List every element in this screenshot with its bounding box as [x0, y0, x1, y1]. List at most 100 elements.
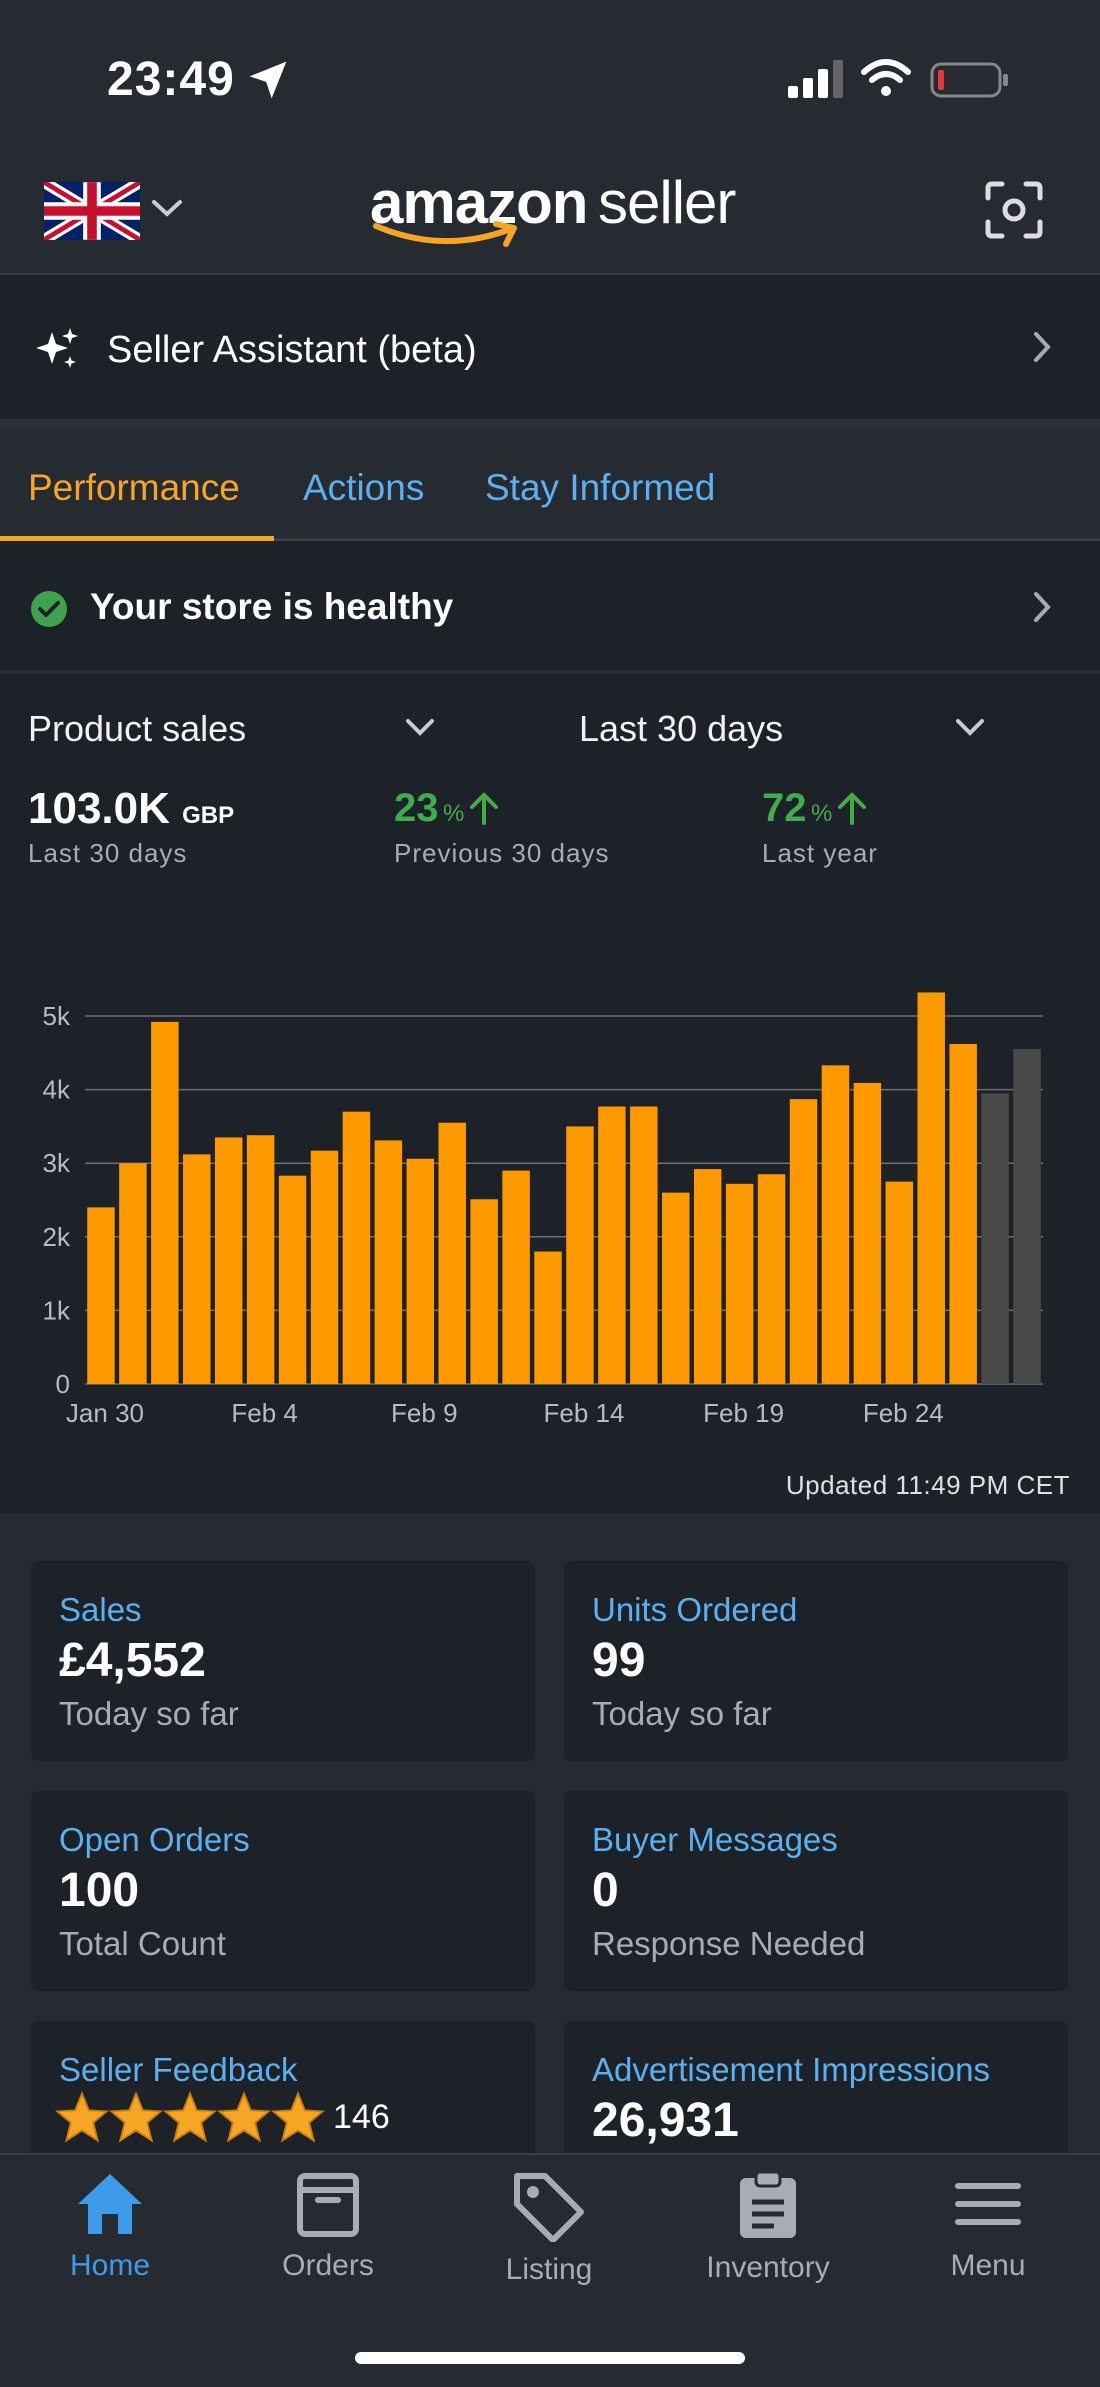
bar-feb-8[interactable]	[374, 1140, 403, 1384]
metric-selector[interactable]: Product sales	[28, 708, 247, 749]
last-year-change: 72 %	[762, 786, 867, 831]
bar-feb-9[interactable]	[406, 1158, 435, 1384]
bar-feb-18[interactable]	[693, 1169, 722, 1384]
logo-seller: seller	[598, 169, 736, 236]
card-subtitle: Today so far	[592, 1695, 772, 1732]
orders-box-icon	[297, 2173, 359, 2237]
bar-feb-26[interactable]	[949, 1043, 977, 1384]
y-tick-label: 3k	[43, 1148, 71, 1178]
sales-bar-chart: 0 1k 2k 3k 4k 5k Jan 30 Feb 4 Feb 9 Feb 14 Feb 19 F…	[43, 992, 1043, 1428]
chevron-right-icon[interactable]	[1030, 330, 1054, 369]
buyer-messages-card[interactable]: Buyer Messages 0 Response Needed	[564, 1791, 1068, 1991]
bar-feb-1[interactable]	[151, 1021, 179, 1384]
star-icon	[109, 2091, 163, 2143]
units-ordered-card[interactable]: Units Ordered 99 Today so far	[564, 1561, 1068, 1761]
card-title: Sales	[59, 1591, 142, 1628]
card-title: Advertisement Impressions	[592, 2051, 990, 2088]
amazon-smile-icon	[372, 220, 522, 259]
y-tick-label: 1k	[43, 1295, 71, 1325]
nav-home[interactable]: Home	[20, 2170, 200, 2283]
period-selector[interactable]: Last 30 days	[579, 708, 784, 749]
bar-feb-11[interactable]	[470, 1199, 498, 1384]
bar-feb-21[interactable]	[789, 1099, 818, 1384]
card-title: Units Ordered	[592, 1591, 798, 1628]
bar-feb-7[interactable]	[342, 1111, 371, 1384]
total-sales-value: 103.0K GBP	[28, 784, 234, 834]
updated-timestamp: Updated 11:49 PM CET	[785, 1470, 1070, 1500]
prev-pct-value: 23	[394, 786, 439, 830]
bar-feb-15[interactable]	[598, 1106, 626, 1384]
chevron-down-icon[interactable]	[150, 196, 184, 225]
check-circle-icon	[30, 590, 68, 633]
bar-feb-27[interactable]	[981, 1093, 1009, 1384]
star-icon	[55, 2091, 109, 2143]
bar-feb-12[interactable]	[502, 1170, 530, 1384]
clipboard-icon	[740, 2170, 796, 2238]
tab-actions[interactable]: Actions	[303, 467, 425, 508]
sales-card[interactable]: Sales £4,552 Today so far	[31, 1561, 535, 1761]
bar-jan-30[interactable]	[87, 1207, 115, 1384]
x-tick-label: Feb 19	[703, 1398, 784, 1428]
section-divider	[0, 419, 1100, 429]
cellular-signal-icon	[788, 60, 844, 103]
total-unit: GBP	[182, 802, 235, 829]
card-value: 100	[59, 1864, 140, 1917]
nav-orders[interactable]: Orders	[238, 2170, 418, 2283]
bar-feb-10[interactable]	[438, 1122, 466, 1384]
chevron-down-icon[interactable]	[404, 716, 436, 743]
bar-feb-17[interactable]	[662, 1192, 690, 1384]
seller-assistant-label: Seller Assistant (beta)	[107, 329, 477, 371]
card-subtitle: Today so far	[59, 1695, 239, 1732]
country-flag-uk-icon[interactable]	[41, 177, 143, 245]
card-value: 0	[592, 1864, 619, 1917]
bar-feb-23[interactable]	[853, 1082, 882, 1384]
bar-feb-16[interactable]	[630, 1106, 658, 1384]
seller-assistant-row[interactable]	[0, 275, 1100, 420]
arrow-up-icon	[469, 792, 498, 825]
bar-feb-6[interactable]	[310, 1150, 339, 1384]
x-tick-label: Feb 9	[391, 1398, 458, 1428]
open-orders-card[interactable]: Open Orders 100 Total Count	[31, 1791, 535, 1991]
bar-feb-22[interactable]	[821, 1065, 850, 1384]
bar-feb-3[interactable]	[214, 1137, 243, 1384]
x-tick-label: Feb 4	[231, 1398, 298, 1428]
bar-feb-28[interactable]	[1013, 1049, 1041, 1384]
logo-amazon: amazon	[370, 169, 588, 236]
previous-period-label: Previous 30 days	[394, 838, 610, 868]
tab-stay-informed[interactable]: Stay Informed	[485, 467, 716, 508]
wifi-icon	[861, 58, 911, 103]
card-title: Open Orders	[59, 1821, 250, 1858]
bar-feb-2[interactable]	[183, 1154, 211, 1384]
nav-menu[interactable]: Menu	[898, 2170, 1078, 2283]
card-value: 26,931	[592, 2094, 739, 2147]
chevron-down-icon[interactable]	[954, 716, 986, 743]
nav-label: Menu	[950, 2249, 1026, 2282]
nav-label: Inventory	[706, 2251, 830, 2284]
chevron-right-icon[interactable]	[1030, 590, 1054, 629]
active-tab-indicator	[0, 536, 274, 541]
bar-feb-25[interactable]	[917, 992, 945, 1384]
bar-feb-19[interactable]	[725, 1183, 754, 1384]
bar-feb-20[interactable]	[757, 1174, 786, 1384]
card-subtitle: Response Needed	[592, 1925, 866, 1962]
card-value: £4,552	[59, 1634, 206, 1687]
bar-feb-24[interactable]	[885, 1181, 914, 1384]
previous-period-change: 23 %	[394, 786, 499, 831]
card-subtitle: Total Count	[59, 1925, 226, 1962]
x-tick-label: Feb 14	[543, 1398, 624, 1428]
nav-listing[interactable]: Listing	[459, 2170, 639, 2287]
scan-camera-icon[interactable]	[984, 180, 1044, 245]
bar-feb-4[interactable]	[246, 1135, 275, 1384]
star-icon	[217, 2091, 271, 2143]
card-title: Buyer Messages	[592, 1821, 838, 1858]
bar-feb-14[interactable]	[566, 1126, 594, 1384]
bar-feb-5[interactable]	[278, 1175, 307, 1384]
tab-performance[interactable]: Performance	[28, 467, 240, 508]
bar-jan-31[interactable]	[119, 1163, 147, 1384]
bar-feb-13[interactable]	[534, 1251, 562, 1384]
x-tick-label: Jan 30	[66, 1398, 144, 1428]
nav-inventory[interactable]: Inventory	[678, 2170, 858, 2285]
home-indicator	[355, 2352, 745, 2364]
year-pct-value: 72	[762, 786, 807, 830]
store-health-label[interactable]: Your store is healthy	[90, 586, 454, 627]
